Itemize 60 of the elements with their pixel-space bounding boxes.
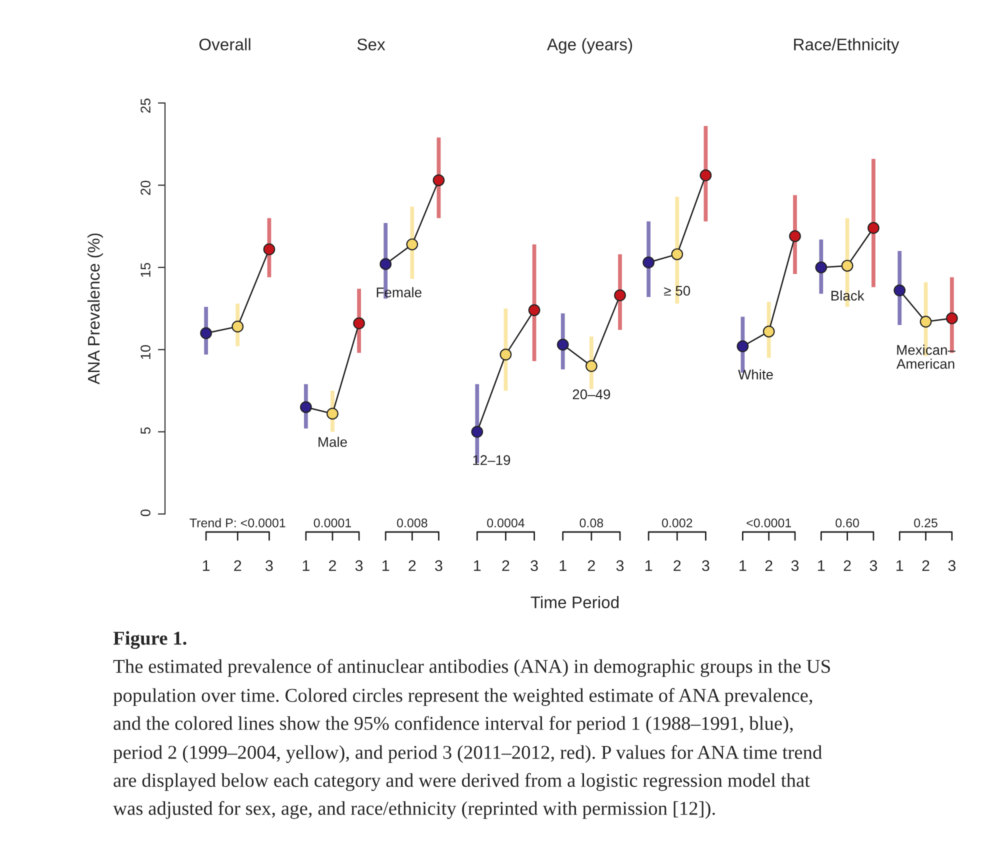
y-tick-label: 20 bbox=[140, 180, 150, 195]
y-tick-label: 5 bbox=[140, 427, 150, 434]
x-tick-label: 1 bbox=[645, 560, 652, 571]
x-tick-label: 2 bbox=[329, 560, 336, 571]
x-tick-label: 3 bbox=[616, 560, 624, 572]
x-tick-label: 1 bbox=[382, 560, 390, 571]
x-tick-label: 1 bbox=[740, 560, 746, 571]
text: population over time. Colored circles represent the weighted estimate of ANA prevalence, bbox=[113, 688, 812, 706]
text: 0.0001 bbox=[314, 518, 351, 528]
x-tick-label: 1 bbox=[560, 560, 566, 571]
x-tick-label: 1 bbox=[202, 560, 210, 571]
text: are displayed below each category and were derived from a logistic regression model that bbox=[114, 773, 810, 791]
series-label: 20–49 bbox=[572, 389, 610, 400]
text: and the colored lines show the 95% confidence interval for period 1 (1988–1991, blue), bbox=[114, 716, 793, 734]
chart-title: Overall bbox=[199, 38, 250, 50]
text: 0.008 bbox=[397, 518, 428, 528]
text: 0.60 bbox=[836, 518, 859, 528]
x-tick-label: 3 bbox=[355, 560, 363, 572]
x-tick-label: 2 bbox=[922, 560, 930, 571]
y-tick-label: 25 bbox=[140, 98, 150, 113]
x-tick-label: 2 bbox=[502, 560, 510, 571]
x-tick-label: 2 bbox=[234, 560, 242, 571]
x-tick-label: 2 bbox=[844, 560, 851, 571]
x-axis-title: Time Period bbox=[530, 596, 619, 608]
series-label: White bbox=[738, 369, 773, 380]
x-tick-label: 1 bbox=[474, 560, 481, 571]
series-label: ≥ 50 bbox=[664, 286, 690, 296]
x-tick-label: 1 bbox=[302, 560, 310, 571]
x-tick-label: 3 bbox=[948, 560, 956, 572]
y-tick-label: 10 bbox=[140, 345, 150, 359]
x-tick-label: 1 bbox=[818, 560, 825, 571]
text: Trend P: <0.0001 bbox=[190, 518, 286, 528]
y-tick-label: 0 bbox=[140, 510, 150, 516]
text: 0.08 bbox=[580, 518, 604, 528]
text: 0.002 bbox=[662, 518, 692, 528]
text: <0.0001 bbox=[746, 518, 792, 528]
x-tick-label: 2 bbox=[408, 560, 416, 571]
chart-title: Race/Ethnicity bbox=[794, 38, 900, 54]
series-label: Male bbox=[318, 436, 347, 447]
x-tick-label: 3 bbox=[435, 560, 442, 572]
chart-title: Age (years) bbox=[546, 38, 632, 54]
text: was adjusted for sex, age, and race/ethnicity (reprinted with permission [12]). bbox=[113, 801, 715, 819]
y-tick-label: 15 bbox=[140, 262, 150, 277]
caption: Figure 1. bbox=[113, 631, 186, 649]
x-tick-label: 2 bbox=[674, 560, 681, 571]
y-axis-title: ANA Prevalence (%) bbox=[87, 234, 103, 384]
x-tick-label: 2 bbox=[588, 560, 595, 571]
x-tick-label: 3 bbox=[530, 560, 538, 572]
text: The estimated prevalence of antinuclear antibodies (ANA) in demographic groups in the US bbox=[113, 659, 830, 677]
x-tick-label: 3 bbox=[702, 560, 710, 572]
x-tick-label: 1 bbox=[896, 560, 904, 571]
chart-title: Sex bbox=[357, 38, 386, 50]
x-tick-label: 3 bbox=[791, 560, 799, 572]
text: 0.0004 bbox=[487, 518, 524, 528]
text: period 2 (1999–2004, yellow), and period 3 (2011–2012, red). P values for ANA time trend bbox=[113, 745, 822, 763]
series-label: Black bbox=[831, 290, 864, 301]
text: 0.25 bbox=[914, 518, 938, 528]
x-tick-label: 2 bbox=[765, 560, 772, 571]
x-tick-label: 3 bbox=[266, 560, 273, 572]
x-tick-label: 3 bbox=[870, 560, 878, 572]
